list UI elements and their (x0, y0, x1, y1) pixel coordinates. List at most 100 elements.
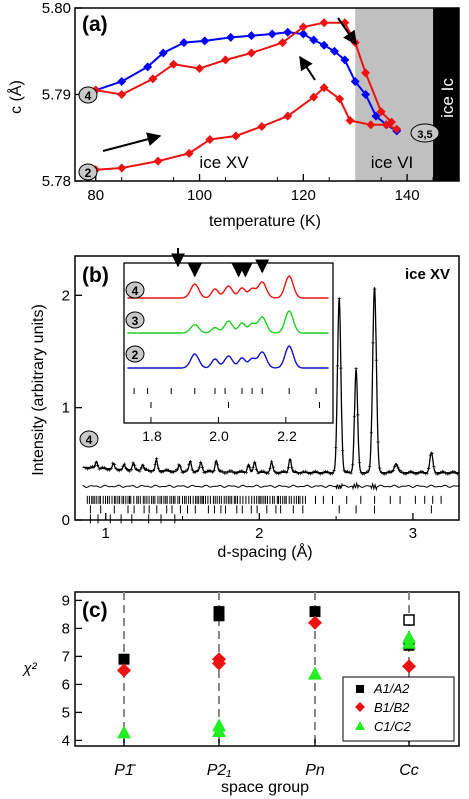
series-0-point (361, 90, 371, 99)
inset-reflection-ticks (133, 388, 320, 408)
legend-label-c: C1/C2 (374, 719, 412, 734)
inset-tick-1-8: 1.8 (142, 428, 162, 444)
series-2-point (381, 120, 391, 130)
series-1-point (117, 90, 127, 99)
inset-tick-2-0: 2.0 (209, 428, 229, 444)
heating-arrow (102, 132, 162, 152)
y-tick-label: 9 (62, 592, 70, 609)
series-0-point (143, 62, 153, 72)
y-tick-label: 1 (62, 400, 70, 417)
svg-text:4: 4 (86, 433, 93, 447)
series-0-point (267, 29, 277, 39)
series-0-point (246, 31, 256, 41)
series-1-line (95, 21, 393, 123)
series-0-point (371, 111, 381, 121)
open-square-point (403, 614, 415, 626)
ice-ic-region (433, 8, 459, 181)
inset-calc-0 (127, 275, 329, 299)
reflection-ticks-3 (89, 514, 176, 524)
ice-vi-label: ice VI (371, 153, 414, 172)
inset-tick-2-2: 2.2 (277, 428, 297, 444)
category-p21: P2₁ (207, 762, 232, 779)
x-tick-label: 2 (255, 525, 263, 542)
x-tick-label: 120 (291, 187, 316, 204)
x-tick-label: 80 (87, 187, 104, 204)
inset-marker-4: 4 (125, 281, 145, 299)
panel-c-ticks: 4 5 6 7 8 9 (62, 592, 410, 749)
point-0-3 (309, 606, 321, 618)
series-2-point (184, 148, 194, 158)
point-2-0 (117, 725, 131, 739)
series-1-point (298, 22, 308, 32)
panel-b: 1 2 3 0 1 2 (b) ice XV Intensity (arbitrary u… (30, 248, 460, 561)
series-2-point (319, 83, 329, 93)
x-tick-label: 100 (187, 187, 212, 204)
series-0-point (226, 32, 236, 42)
marker-3-5: 3,5 (410, 123, 440, 143)
series-1-point (319, 18, 329, 28)
series-2-point (309, 92, 319, 102)
panel-b-title: ice XV (405, 266, 450, 283)
series-0-point (340, 55, 350, 65)
svg-text:3,5: 3,5 (417, 129, 432, 141)
inset-marker-3: 3 (125, 311, 145, 329)
series-0-point (283, 27, 293, 37)
series-2-point (205, 134, 215, 144)
panel-b-xlabel: d-spacing (Å) (217, 542, 312, 561)
x-tick-label: 1 (102, 525, 110, 542)
series-1-point (376, 107, 386, 117)
y-tick-label: 2 (62, 287, 70, 304)
legend-marker-a (356, 685, 364, 693)
y-tick-label: 8 (62, 620, 70, 637)
marker-4-profile: 4 (79, 430, 99, 448)
series-1-point (169, 59, 179, 69)
marker-4-top: 4 (78, 86, 98, 104)
legend-label-b: B1/B2 (374, 700, 410, 715)
series-1-point (220, 55, 230, 65)
panel-c-points (117, 606, 416, 739)
category-cc: Cc (399, 762, 419, 779)
panel-c-xlabel: space group (221, 779, 309, 796)
point-1-3 (308, 615, 322, 630)
series-0-point (309, 35, 319, 45)
series-2-point (392, 124, 402, 134)
panel-c-ylabel: χ² (21, 660, 37, 677)
panel-b-ylabel: Intensity (arbitrary units) (30, 304, 47, 476)
series-0-point (350, 77, 360, 87)
inset-calc-1 (127, 310, 329, 334)
legend: A1/A2 B1/B2 C1/C2 (342, 676, 455, 742)
y-tick-label: 5.78 (42, 173, 71, 190)
series-2-point (283, 111, 293, 121)
inset: 4 3 2 1.8 2.0 2.2 (123, 248, 334, 444)
panel-a: 80 100 120 140 5.78 5.79 5.80 (a) c (Å) temper… (6, 0, 460, 230)
observed-points (84, 287, 460, 476)
ice-ic-label: ice Ic (438, 78, 457, 118)
panel-b-profile (82, 287, 460, 524)
series-2-point (117, 163, 127, 173)
y-tick-label: 5.79 (42, 87, 71, 104)
inset-frame (123, 262, 334, 424)
reflection-ticks-2 (89, 505, 432, 514)
y-tick-label: 0 (62, 512, 70, 529)
y-tick-label: 5.80 (42, 0, 71, 17)
series-2-point (366, 120, 376, 130)
point-1-0 (117, 663, 131, 678)
series-0-point (319, 40, 329, 50)
inset-marker-2: 2 (125, 345, 145, 363)
inset-calc-2 (127, 345, 329, 369)
difference-curve (82, 481, 459, 492)
series-2-point (335, 94, 345, 104)
cooling-arrow (299, 55, 316, 81)
series-2-point (345, 115, 355, 125)
legend-label-a: A1/A2 (373, 681, 410, 696)
panel-c-frame (74, 591, 460, 747)
point-2-3 (308, 666, 322, 680)
legend-marker-c (355, 721, 365, 730)
reflection-ticks-1 (86, 495, 442, 504)
series-1-point (195, 64, 205, 74)
transition-arrow (337, 17, 357, 46)
svg-text:2: 2 (132, 348, 139, 362)
x-tick-label: 3 (409, 525, 417, 542)
